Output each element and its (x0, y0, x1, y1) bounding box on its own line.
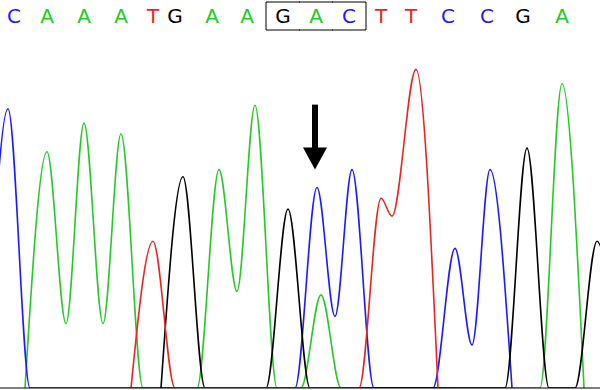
svg-text:G: G (275, 4, 291, 28)
svg-text:A: A (240, 4, 254, 28)
svg-text:A: A (555, 4, 569, 28)
svg-text:A: A (114, 4, 128, 28)
svg-text:T: T (404, 4, 418, 28)
svg-text:C: C (7, 4, 21, 28)
svg-text:G: G (167, 4, 183, 28)
svg-text:A: A (40, 4, 54, 28)
svg-text:C: C (441, 4, 455, 28)
svg-text:A: A (309, 4, 323, 28)
svg-text:A: A (77, 4, 91, 28)
svg-text:T: T (374, 4, 388, 28)
svg-text:T: T (146, 4, 160, 28)
svg-text:C: C (480, 4, 494, 28)
svg-text:C: C (342, 4, 356, 28)
svg-text:A: A (205, 4, 219, 28)
svg-text:G: G (515, 4, 531, 28)
